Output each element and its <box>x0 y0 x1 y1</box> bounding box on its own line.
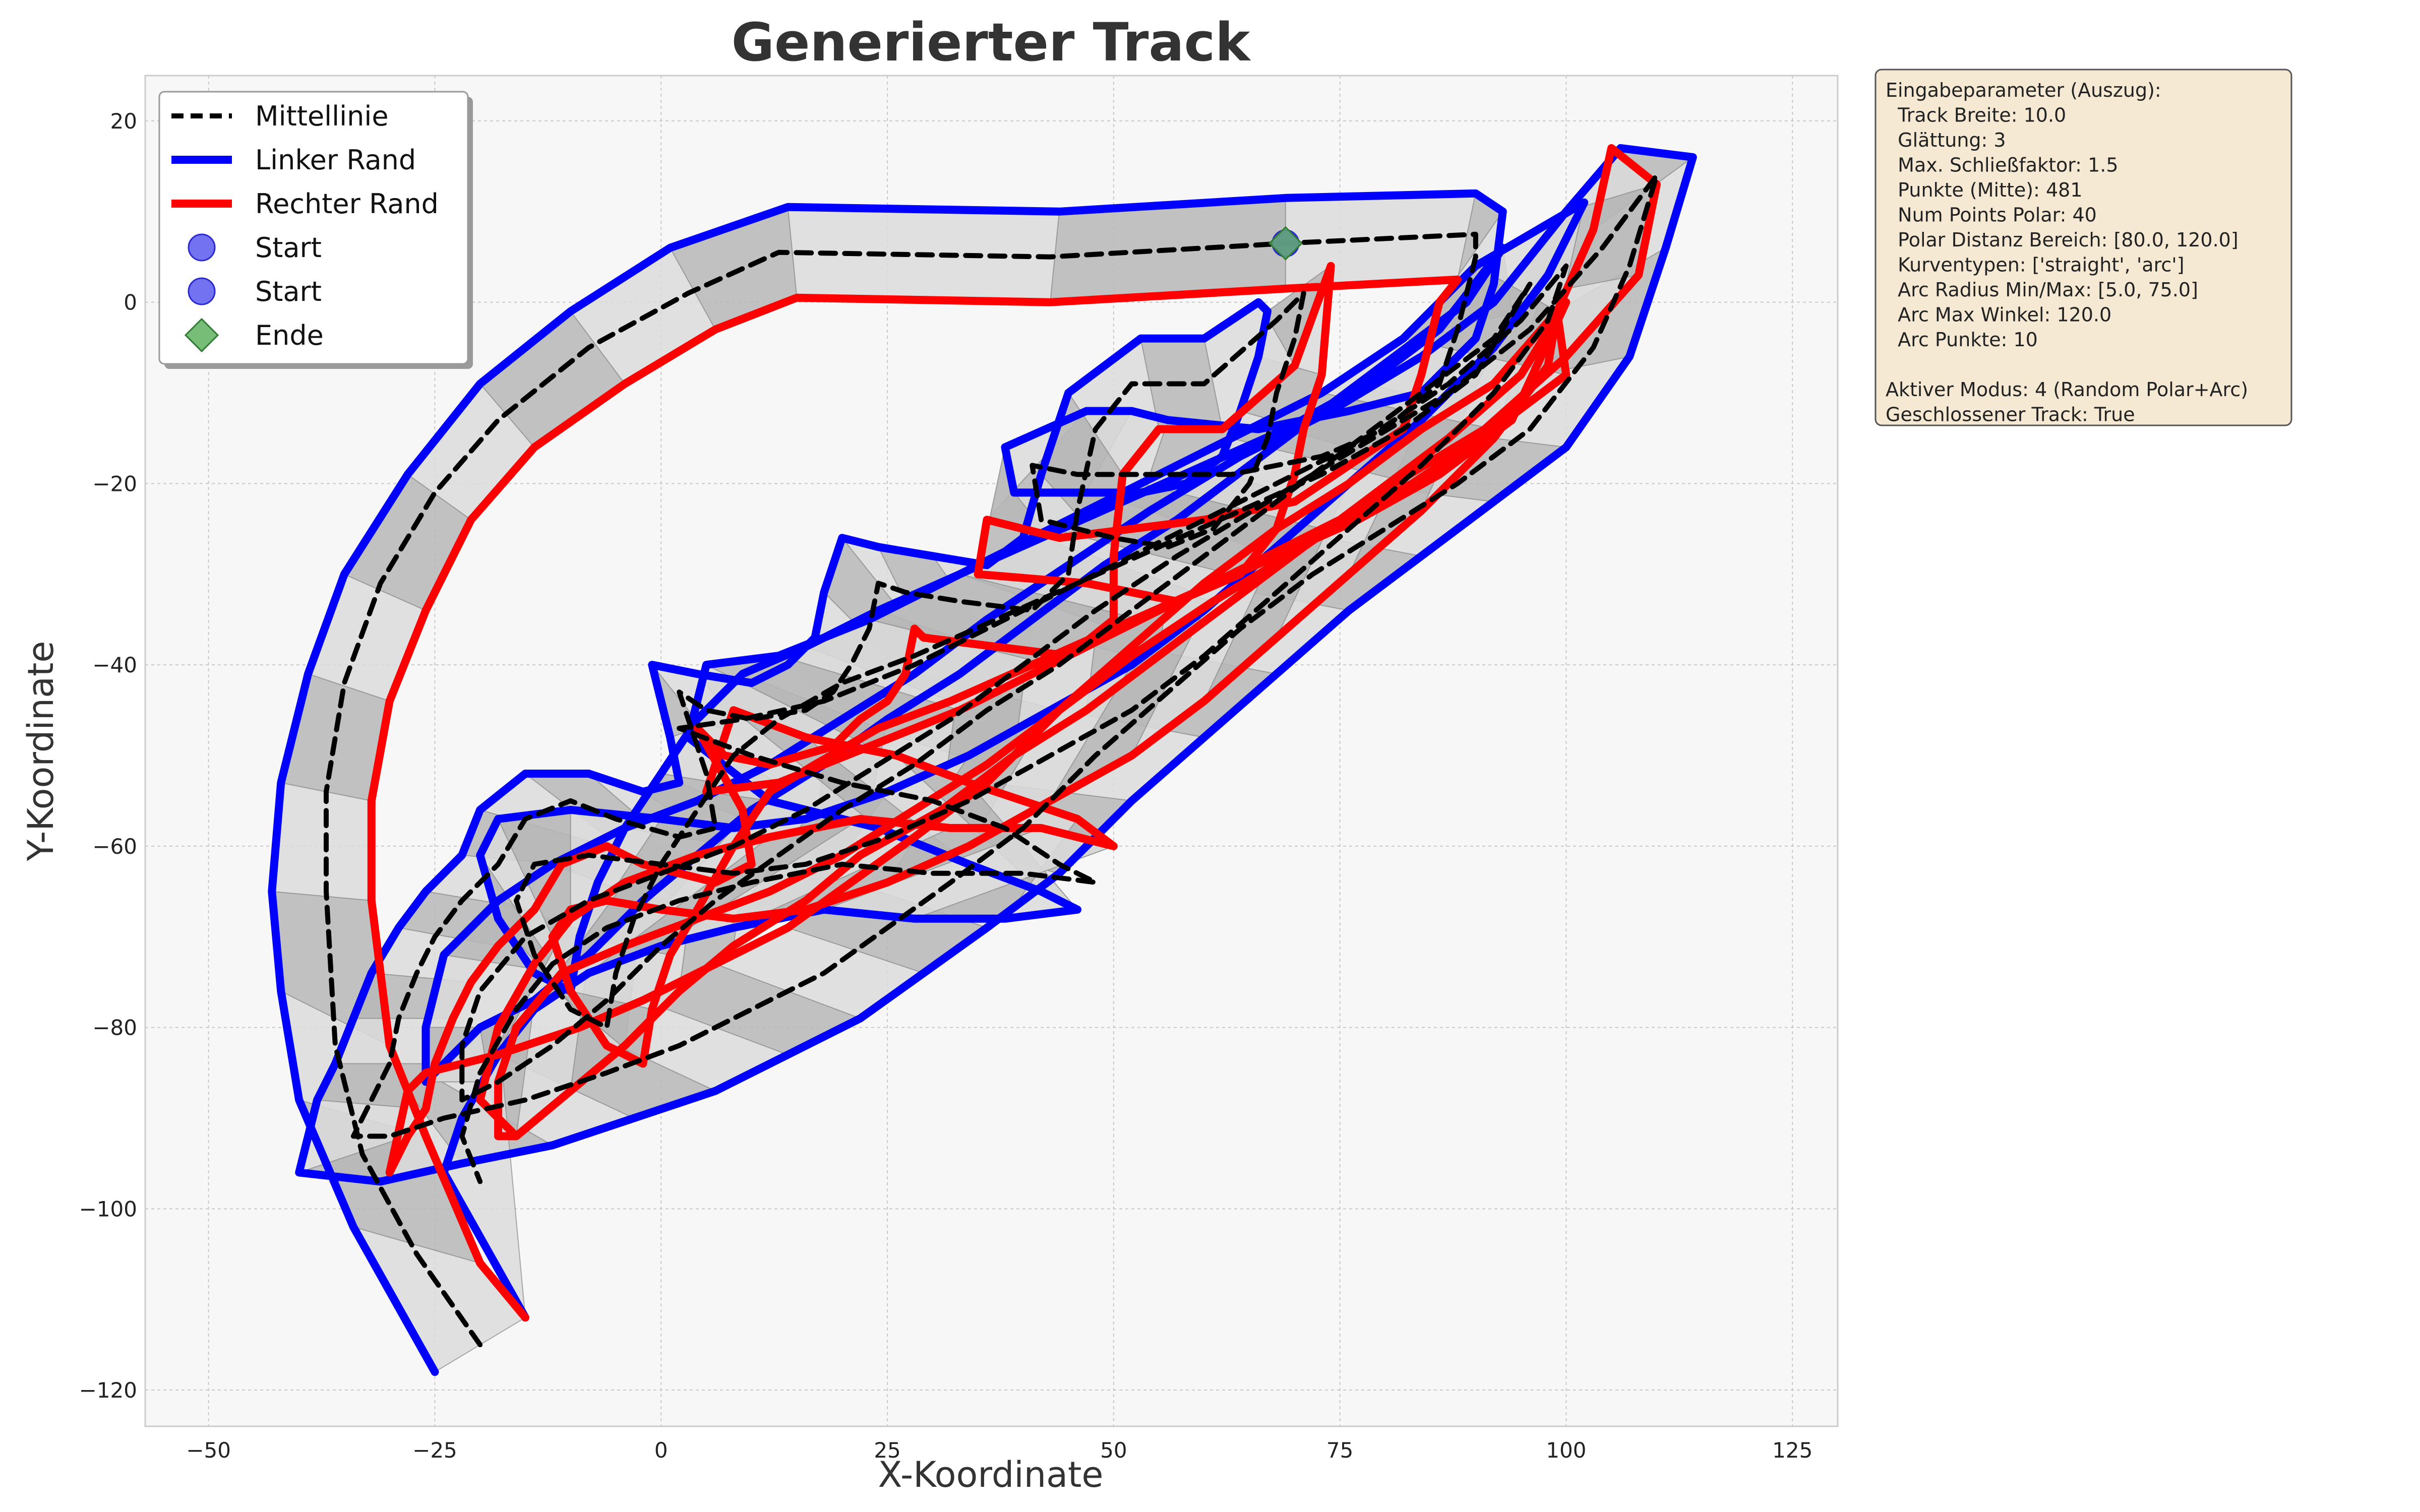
parameters-box-background <box>1874 69 2292 426</box>
x-tick-labels: −50 −25 0 25 50 75 100 125 <box>186 1438 1812 1463</box>
legend-label: Ende <box>255 320 324 351</box>
x-tick-label: 0 <box>654 1438 668 1463</box>
y-tick-label: −20 <box>92 471 137 496</box>
track-segment <box>271 782 372 901</box>
x-tick-label: 100 <box>1546 1438 1586 1463</box>
parameters-line: Arc Max Winkel: 120.0 <box>1886 304 2111 326</box>
parameters-line: Aktiver Modus: 4 (Random Polar+Arc) <box>1886 379 2248 401</box>
y-tick-label: −40 <box>92 653 137 677</box>
parameters-line: Glättung: 3 <box>1886 129 2006 151</box>
legend-label: Linker Rand <box>255 144 416 176</box>
x-tick-label: 25 <box>874 1438 900 1463</box>
chart-title: Generierter Track <box>732 12 1252 73</box>
end-marker <box>1268 226 1303 261</box>
y-tick-label: −120 <box>79 1378 137 1403</box>
legend-items: Mittellinie Linker Rand Rechter Rand Start S… <box>171 100 439 353</box>
series-lines <box>268 144 1697 1376</box>
y-tick-label: −60 <box>92 834 137 859</box>
parameters-line: Max. Schließfaktor: 1.5 <box>1886 154 2119 176</box>
legend: Mittellinie Linker Rand Rechter Rand Start S… <box>158 91 473 369</box>
y-axis-label: Y-Koordinate <box>20 641 62 862</box>
parameters-line: Kurventypen: ['straight', 'arc'] <box>1886 254 2185 276</box>
parameters-line: Track Breite: 10.0 <box>1886 104 2066 127</box>
legend-symbol-circle <box>188 277 216 305</box>
parameters-line: Num Points Polar: 40 <box>1886 204 2097 226</box>
legend-label: Rechter Rand <box>255 188 439 220</box>
y-tick-label: 20 <box>110 109 137 134</box>
point-markers <box>1268 226 1303 261</box>
right-edge-series <box>367 144 1661 1322</box>
parameters-lines: Eingabeparameter (Auszug): Track Breite:… <box>1886 79 2248 426</box>
y-tick-labels: 20 0 −20 −40 −60 −80 −100 −120 <box>79 109 137 1403</box>
x-tick-label: 50 <box>1100 1438 1127 1463</box>
legend-box <box>158 91 469 365</box>
parameters-line: Polar Distanz Bereich: [80.0, 120.0] <box>1886 229 2238 251</box>
parameters-box: Eingabeparameter (Auszug): Track Breite:… <box>1874 69 2292 426</box>
x-tick-label: −25 <box>412 1438 457 1463</box>
y-tick-label: 0 <box>124 290 137 315</box>
legend-label: Start <box>255 232 322 264</box>
x-tick-label: −50 <box>186 1438 231 1463</box>
x-axis-label: X-Koordinate <box>878 1454 1103 1495</box>
legend-symbol-circle <box>188 233 216 262</box>
legend-label: Start <box>255 276 322 307</box>
parameters-line: Geschlossener Track: True <box>1886 404 2135 426</box>
legend-label: Mittellinie <box>255 100 389 132</box>
parameters-line: Eingabeparameter (Auszug): <box>1886 79 2161 101</box>
x-tick-label: 125 <box>1772 1438 1812 1463</box>
legend-symbol-diamond <box>184 318 219 353</box>
x-tick-label: 75 <box>1326 1438 1353 1463</box>
parameters-line: Arc Radius Min/Max: [5.0, 75.0] <box>1886 279 2198 301</box>
y-tick-label: −100 <box>79 1196 137 1221</box>
y-tick-label: −80 <box>92 1016 137 1040</box>
parameters-line: Arc Punkte: 10 <box>1886 329 2038 351</box>
centerline-series <box>324 172 1659 1348</box>
parameters-line: Punkte (Mitte): 481 <box>1886 179 2083 201</box>
